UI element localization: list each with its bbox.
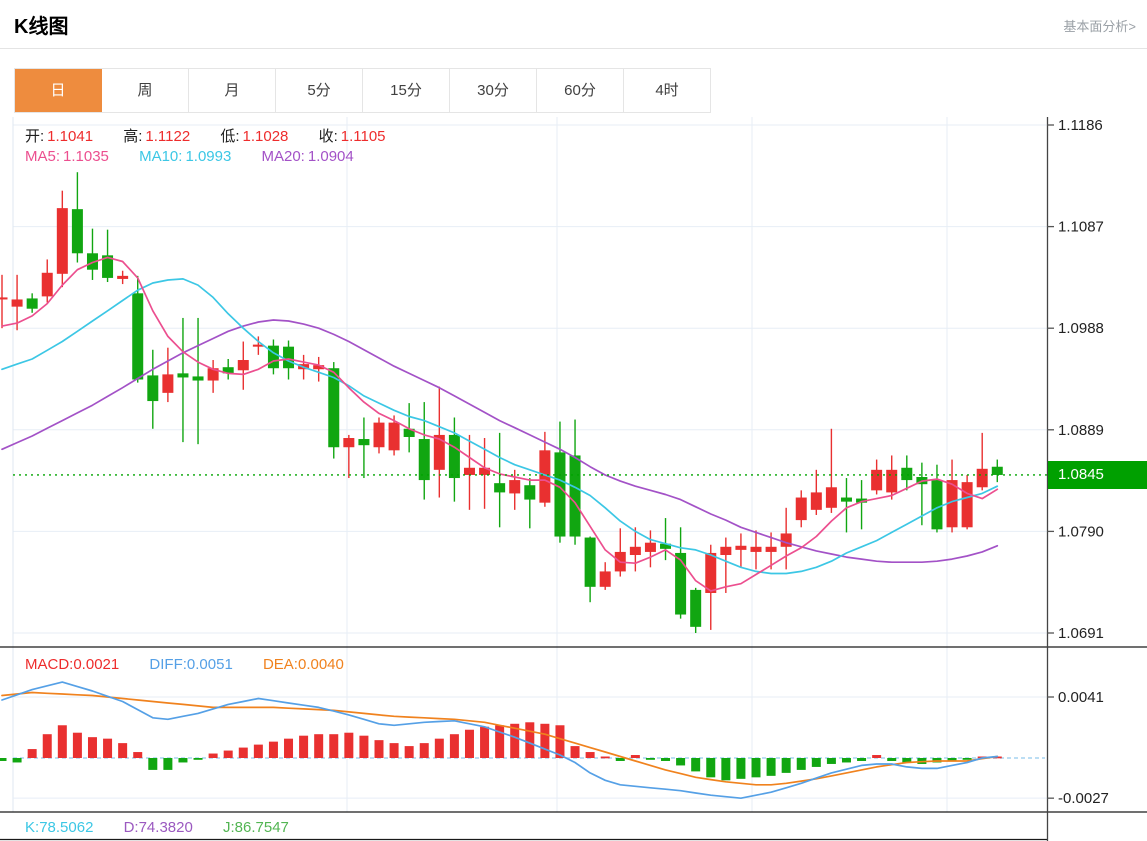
svg-text:-0.0027: -0.0027: [1058, 790, 1109, 807]
ohlc-low: 低: 1.1028: [220, 128, 289, 145]
page-title: K线图: [14, 16, 69, 38]
tab-month[interactable]: 月: [189, 69, 276, 112]
svg-text:1.0790: 1.0790: [1058, 523, 1104, 540]
svg-text:0.0041: 0.0041: [1058, 689, 1104, 706]
macd-legend: MACD:0.0021 DIFF:0.0051 DEA:0.0040: [25, 656, 370, 673]
interval-tabs: 日 周 月 5分 15分 30分 60分 4时: [14, 68, 711, 113]
macd-value: MACD:0.0021: [25, 656, 120, 673]
dea-value: DEA:0.0040: [262, 656, 344, 673]
fundamental-analysis-link[interactable]: 基本面分析>: [1063, 19, 1136, 34]
current-price-tag: 1.0845: [1048, 461, 1147, 489]
tab-day[interactable]: 日: [15, 69, 102, 112]
diff-value: DIFF:0.0051: [149, 656, 233, 673]
tab-60min[interactable]: 60分: [537, 69, 624, 112]
svg-text:1.0691: 1.0691: [1058, 625, 1104, 642]
tab-15min[interactable]: 15分: [363, 69, 450, 112]
kdj-j-value: J:86.7547: [223, 819, 289, 836]
tab-week[interactable]: 周: [102, 69, 189, 112]
kdj-legend: K:78.5062 D:74.3820 J:86.7547: [25, 819, 315, 836]
ohlc-close: 收: 1.1105: [318, 128, 386, 145]
tab-4hour[interactable]: 4时: [624, 69, 710, 112]
ma10-legend: MA10: 1.0993: [139, 148, 232, 165]
ma5-legend: MA5: 1.1035: [25, 148, 109, 165]
ohlc-high: 高: 1.1122: [123, 128, 191, 145]
ma20-legend: MA20: 1.0904: [261, 148, 354, 165]
tab-30min[interactable]: 30分: [450, 69, 537, 112]
svg-text:1.1087: 1.1087: [1058, 219, 1104, 236]
svg-text:1.0988: 1.0988: [1058, 320, 1104, 337]
kdj-d-value: D:74.3820: [123, 819, 193, 836]
ohlc-legend: 开: 1.1041 高: 1.1122 低: 1.1028 收: 1.1105: [25, 125, 412, 146]
tab-5min[interactable]: 5分: [276, 69, 363, 112]
header: K线图 基本面分析>: [0, 0, 1147, 49]
ohlc-open: 开: 1.1041: [25, 128, 94, 145]
svg-text:1.1186: 1.1186: [1058, 117, 1103, 134]
svg-text:1.0889: 1.0889: [1058, 422, 1104, 439]
ma-legend: MA5: 1.1035 MA10: 1.0993 MA20: 1.0904: [25, 148, 380, 165]
kdj-k-value: K:78.5062: [25, 819, 94, 836]
